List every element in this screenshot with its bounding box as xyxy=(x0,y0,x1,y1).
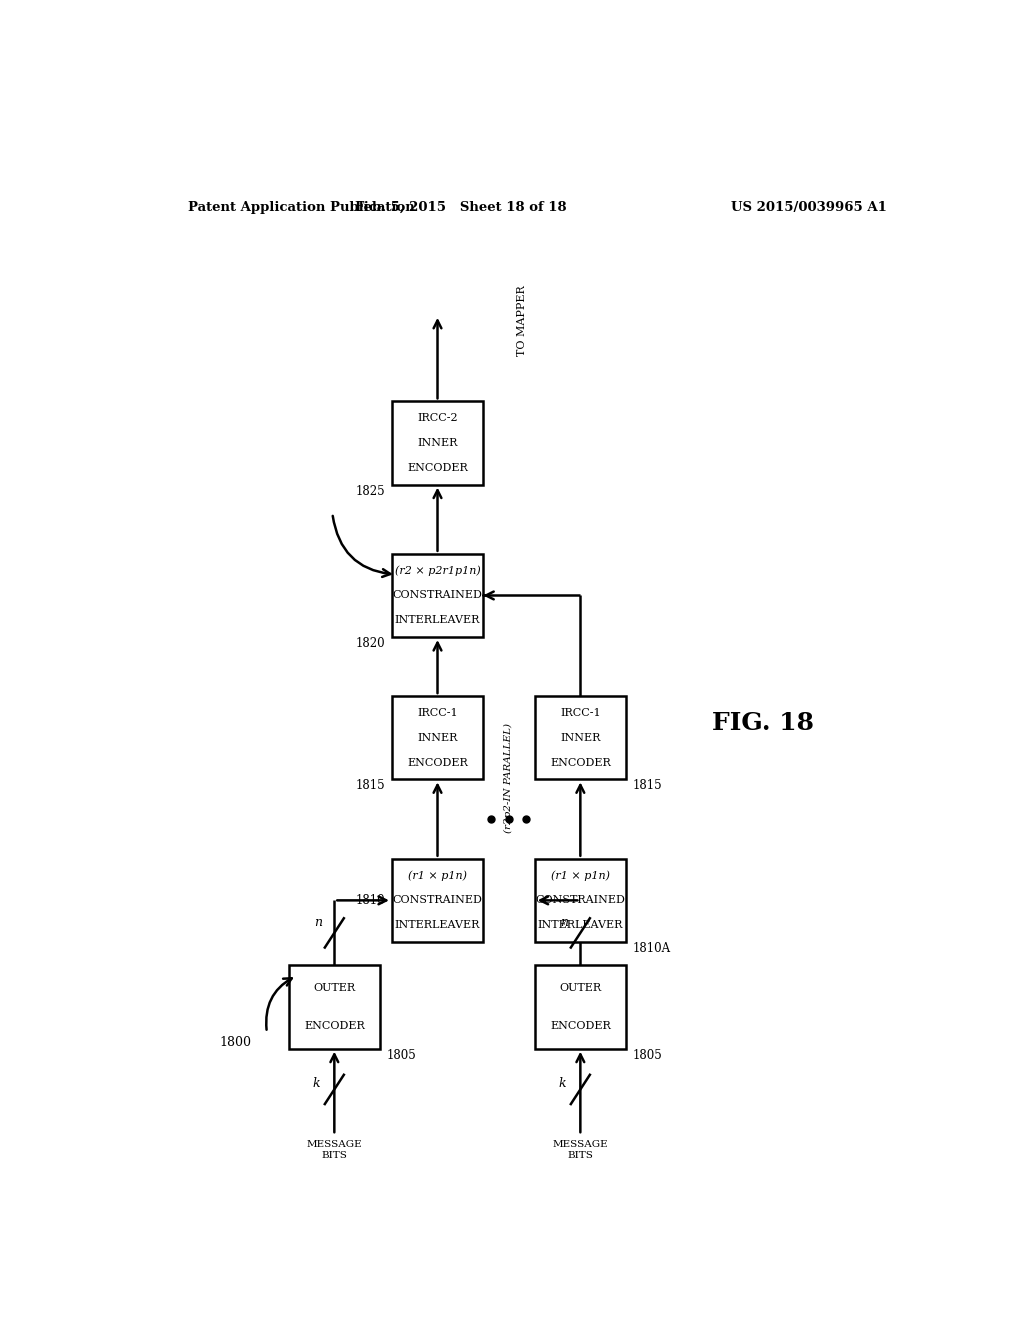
Text: MESSAGE
BITS: MESSAGE BITS xyxy=(553,1140,608,1160)
Bar xyxy=(535,965,626,1049)
Text: 1815: 1815 xyxy=(633,779,662,792)
Text: ENCODER: ENCODER xyxy=(550,758,610,768)
Text: MESSAGE
BITS: MESSAGE BITS xyxy=(306,1140,362,1160)
Text: INNER: INNER xyxy=(560,733,600,743)
Text: 1810A: 1810A xyxy=(633,942,671,956)
Text: (r2p2-IN PARALLEL): (r2p2-IN PARALLEL) xyxy=(505,723,513,833)
Text: ENCODER: ENCODER xyxy=(408,758,468,768)
Text: Patent Application Publication: Patent Application Publication xyxy=(187,201,415,214)
Text: IRCC-1: IRCC-1 xyxy=(417,708,458,718)
Text: 1805: 1805 xyxy=(633,1049,663,1061)
Text: OUTER: OUTER xyxy=(313,983,355,994)
Bar xyxy=(392,696,483,779)
Text: ENCODER: ENCODER xyxy=(408,463,468,473)
Text: n: n xyxy=(314,916,323,929)
Text: ENCODER: ENCODER xyxy=(550,1020,610,1031)
Text: FIG. 18: FIG. 18 xyxy=(712,710,814,734)
Bar xyxy=(392,401,483,484)
Text: ENCODER: ENCODER xyxy=(304,1020,365,1031)
Text: 1820: 1820 xyxy=(356,638,385,651)
Text: 1815: 1815 xyxy=(356,779,385,792)
Text: INTERLEAVER: INTERLEAVER xyxy=(395,615,480,626)
Bar xyxy=(289,965,380,1049)
Bar xyxy=(392,859,483,942)
Text: INNER: INNER xyxy=(418,438,458,447)
Text: 1800: 1800 xyxy=(219,1036,251,1049)
Text: INTERLEAVER: INTERLEAVER xyxy=(538,920,623,931)
Text: 1805: 1805 xyxy=(386,1049,416,1061)
Text: n: n xyxy=(560,916,568,929)
Text: IRCC-2: IRCC-2 xyxy=(417,413,458,422)
Text: IRCC-1: IRCC-1 xyxy=(560,708,601,718)
Text: (r2 × p2r1p1n): (r2 × p2r1p1n) xyxy=(394,565,480,576)
Text: CONSTRAINED: CONSTRAINED xyxy=(392,895,482,906)
Text: TO MAPPER: TO MAPPER xyxy=(517,285,527,356)
Text: (r1 × p1n): (r1 × p1n) xyxy=(408,870,467,880)
Bar xyxy=(535,696,626,779)
Bar xyxy=(392,554,483,638)
Text: 1825: 1825 xyxy=(356,484,385,498)
Text: k: k xyxy=(558,1077,566,1090)
Text: (r1 × p1n): (r1 × p1n) xyxy=(551,870,610,880)
Bar xyxy=(535,859,626,942)
Text: CONSTRAINED: CONSTRAINED xyxy=(392,590,482,601)
Text: Feb. 5, 2015   Sheet 18 of 18: Feb. 5, 2015 Sheet 18 of 18 xyxy=(355,201,567,214)
Text: INTERLEAVER: INTERLEAVER xyxy=(395,920,480,931)
Text: k: k xyxy=(312,1077,321,1090)
Text: US 2015/0039965 A1: US 2015/0039965 A1 xyxy=(731,201,887,214)
Text: INNER: INNER xyxy=(418,733,458,743)
Text: CONSTRAINED: CONSTRAINED xyxy=(536,895,626,906)
Text: OUTER: OUTER xyxy=(559,983,601,994)
Text: 1810: 1810 xyxy=(356,894,385,907)
